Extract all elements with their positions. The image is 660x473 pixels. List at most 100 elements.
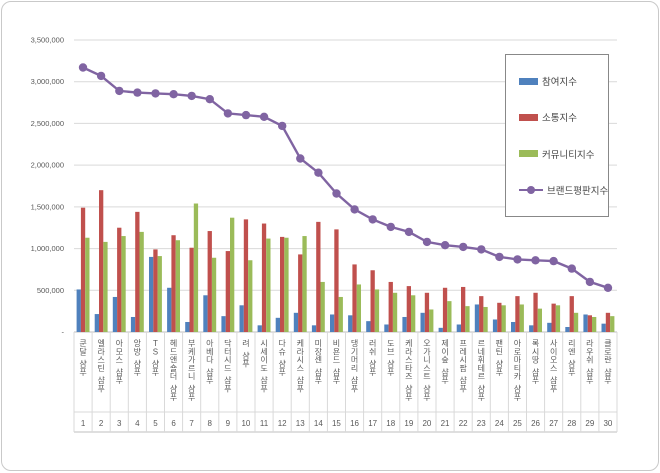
category-rank: 28 bbox=[567, 419, 576, 428]
point-브랜드평판지수 bbox=[404, 227, 414, 237]
bar-커뮤니티지수 bbox=[429, 309, 434, 332]
bar-소통지수 bbox=[551, 303, 556, 332]
bar-참여지수 bbox=[130, 316, 136, 332]
bar-참여지수 bbox=[547, 322, 552, 332]
category-rank: 4 bbox=[135, 419, 140, 428]
category-rank: 16 bbox=[350, 419, 359, 428]
point-브랜드평판지수 bbox=[567, 264, 576, 273]
point-브랜드평판지수 bbox=[314, 168, 323, 177]
bar-참여지수 bbox=[583, 314, 588, 332]
bar-커뮤니티지수 bbox=[356, 284, 361, 332]
bar-커뮤니티지수 bbox=[157, 256, 162, 332]
bar-참여지수 bbox=[511, 321, 516, 332]
legend-item-community: 커뮤니티지수 bbox=[519, 147, 604, 161]
point-브랜드평판지수 bbox=[205, 95, 214, 104]
category-rank: 6 bbox=[171, 419, 176, 428]
community-swatch bbox=[519, 150, 538, 158]
bar-커뮤니티지수 bbox=[537, 308, 542, 332]
bar-참여지수 bbox=[167, 287, 172, 332]
bar-커뮤니티지수 bbox=[139, 231, 144, 332]
bar-커뮤니티지수 bbox=[338, 296, 343, 332]
bar-커뮤니티지수 bbox=[266, 238, 271, 332]
bar-참여지수 bbox=[94, 314, 99, 332]
bar-참여지수 bbox=[311, 325, 317, 332]
point-브랜드평판지수 bbox=[477, 245, 486, 254]
bar-참여지수 bbox=[348, 315, 353, 332]
category-rank: 11 bbox=[260, 419, 269, 428]
bar-참여지수 bbox=[221, 316, 226, 332]
point-브랜드평판지수 bbox=[151, 89, 160, 98]
bar-소통지수 bbox=[497, 302, 502, 332]
bar-참여지수 bbox=[565, 326, 570, 332]
bar-참여지수 bbox=[601, 323, 606, 332]
category-rank: 27 bbox=[549, 419, 558, 428]
bar-참여지수 bbox=[330, 314, 335, 332]
bar-커뮤니티지수 bbox=[501, 305, 506, 332]
bar-참여지수 bbox=[492, 319, 498, 332]
point-브랜드평판지수 bbox=[332, 189, 341, 198]
bar-커뮤니티지수 bbox=[392, 292, 398, 332]
category-rank: 29 bbox=[585, 419, 594, 428]
category-rank: 2 bbox=[99, 419, 104, 428]
category-rank: 13 bbox=[296, 419, 305, 428]
bar-커뮤니티지수 bbox=[411, 295, 416, 332]
y-tick-label: 2,000,000 bbox=[31, 161, 64, 170]
bar-커뮤니티지수 bbox=[592, 316, 597, 332]
legend-label: 소통지수 bbox=[542, 113, 577, 125]
bar-참여지수 bbox=[420, 312, 425, 332]
point-브랜드평판지수 bbox=[585, 277, 595, 287]
bar-커뮤니티지수 bbox=[193, 203, 199, 332]
category-rank: 8 bbox=[208, 419, 213, 428]
category-rank: 22 bbox=[459, 419, 468, 428]
bar-커뮤니티지수 bbox=[121, 236, 126, 332]
bar-소통지수 bbox=[189, 247, 194, 332]
bar-소통지수 bbox=[334, 229, 339, 332]
bar-참여지수 bbox=[293, 312, 299, 332]
point-브랜드평판지수 bbox=[133, 88, 142, 97]
point-브랜드평판지수 bbox=[495, 252, 504, 262]
category-rank: 10 bbox=[241, 419, 250, 428]
point-브랜드평판지수 bbox=[531, 256, 540, 265]
bar-커뮤니티지수 bbox=[248, 260, 253, 332]
point-브랜드평판지수 bbox=[422, 237, 432, 247]
category-rank: 14 bbox=[314, 419, 323, 428]
category-rank: 26 bbox=[531, 419, 540, 428]
point-브랜드평판지수 bbox=[241, 110, 251, 120]
point-브랜드평판지수 bbox=[350, 205, 359, 214]
bar-커뮤니티지수 bbox=[519, 304, 524, 332]
bar-커뮤니티지수 bbox=[302, 236, 307, 332]
legend-label: 커뮤니티지수 bbox=[542, 149, 595, 161]
bar-소통지수 bbox=[153, 249, 158, 332]
bar-소통지수 bbox=[99, 190, 104, 332]
bar-참여지수 bbox=[76, 289, 81, 332]
bar-커뮤니티지수 bbox=[465, 306, 470, 332]
bar-소통지수 bbox=[442, 287, 448, 332]
bar-커뮤니티지수 bbox=[320, 281, 325, 332]
bar-소통지수 bbox=[352, 264, 357, 332]
participation-swatch bbox=[519, 77, 538, 85]
bar-소통지수 bbox=[117, 227, 122, 332]
bar-참여지수 bbox=[456, 324, 461, 332]
bar-커뮤니티지수 bbox=[103, 241, 108, 332]
legend-label: 브랜드평판지수 bbox=[547, 185, 609, 197]
category-rank: 3 bbox=[117, 419, 122, 428]
bar-참여지수 bbox=[529, 325, 534, 332]
category-rank: 12 bbox=[278, 419, 287, 428]
bar-커뮤니티지수 bbox=[175, 240, 180, 332]
bar-커뮤니티지수 bbox=[284, 237, 289, 332]
bar-커뮤니티지수 bbox=[555, 305, 561, 332]
bar-참여지수 bbox=[185, 321, 190, 332]
y-tick-label: 1,000,000 bbox=[31, 244, 64, 253]
